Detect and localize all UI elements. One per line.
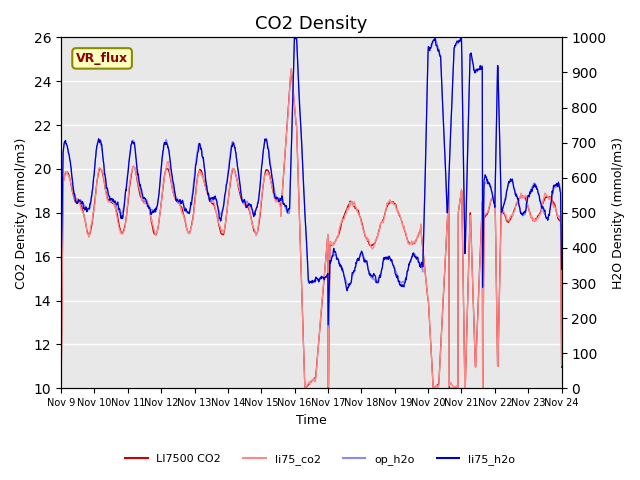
Legend: LI7500 CO2, li75_co2, op_h2o, li75_h2o: LI7500 CO2, li75_co2, op_h2o, li75_h2o [121, 450, 519, 469]
Y-axis label: H2O Density (mmol/m3): H2O Density (mmol/m3) [612, 137, 625, 289]
X-axis label: Time: Time [296, 414, 326, 427]
Y-axis label: CO2 Density (mmol/m3): CO2 Density (mmol/m3) [15, 137, 28, 288]
Text: VR_flux: VR_flux [76, 52, 128, 65]
Title: CO2 Density: CO2 Density [255, 15, 367, 33]
